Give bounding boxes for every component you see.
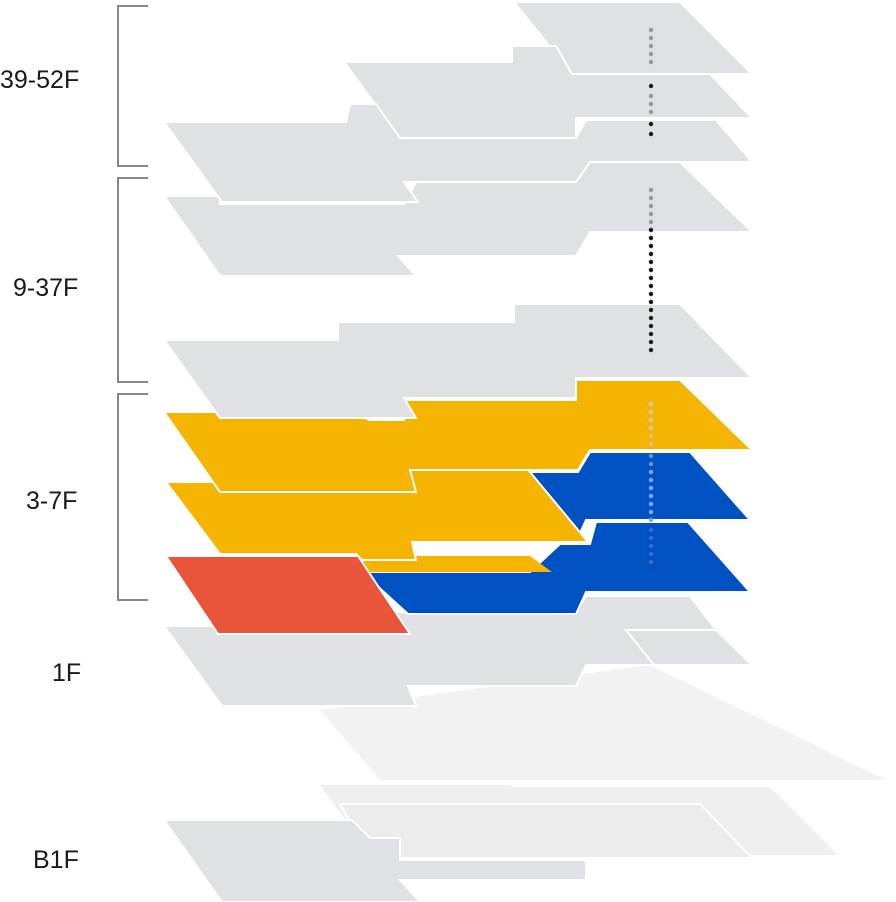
- slab-3f-blue: [359, 521, 753, 615]
- floor-brackets: [117, 5, 148, 601]
- slab-3f-red: [164, 555, 412, 635]
- floor-3-7f-group: [162, 379, 755, 635]
- floor-label-9-37f: 9-37F: [13, 274, 79, 302]
- floor-9-37f-group: [162, 161, 755, 419]
- floor-b1f-group: [162, 783, 843, 902]
- elevator-dots-middle: [648, 187, 654, 225]
- floor-label-39-52f: 39-52F: [0, 66, 80, 94]
- slab-b1f-front: [162, 819, 587, 902]
- floor-39-52f-group: [162, 1, 755, 203]
- slab-7f-yellow: [162, 379, 755, 493]
- elevator-dots-lower: [648, 401, 654, 565]
- bracket-9-37f: [117, 177, 148, 383]
- slab-9f-back: [162, 303, 755, 419]
- elevator-dots: [648, 27, 654, 565]
- floor-label-3-7f: 3-7F: [26, 487, 78, 515]
- slab-b1f-mid: [338, 803, 755, 859]
- slab-39f: [162, 103, 755, 203]
- floor-label-b1f: B1F: [33, 846, 79, 874]
- floor-1f-group: [162, 595, 886, 780]
- bracket-39-52f: [117, 5, 148, 167]
- slab-1f-canopy: [320, 665, 886, 780]
- floor-label-1f: 1F: [52, 659, 82, 687]
- elevator-dots-top: [648, 27, 654, 65]
- bracket-3-7f: [117, 393, 148, 601]
- slab-1f-side: [623, 629, 755, 666]
